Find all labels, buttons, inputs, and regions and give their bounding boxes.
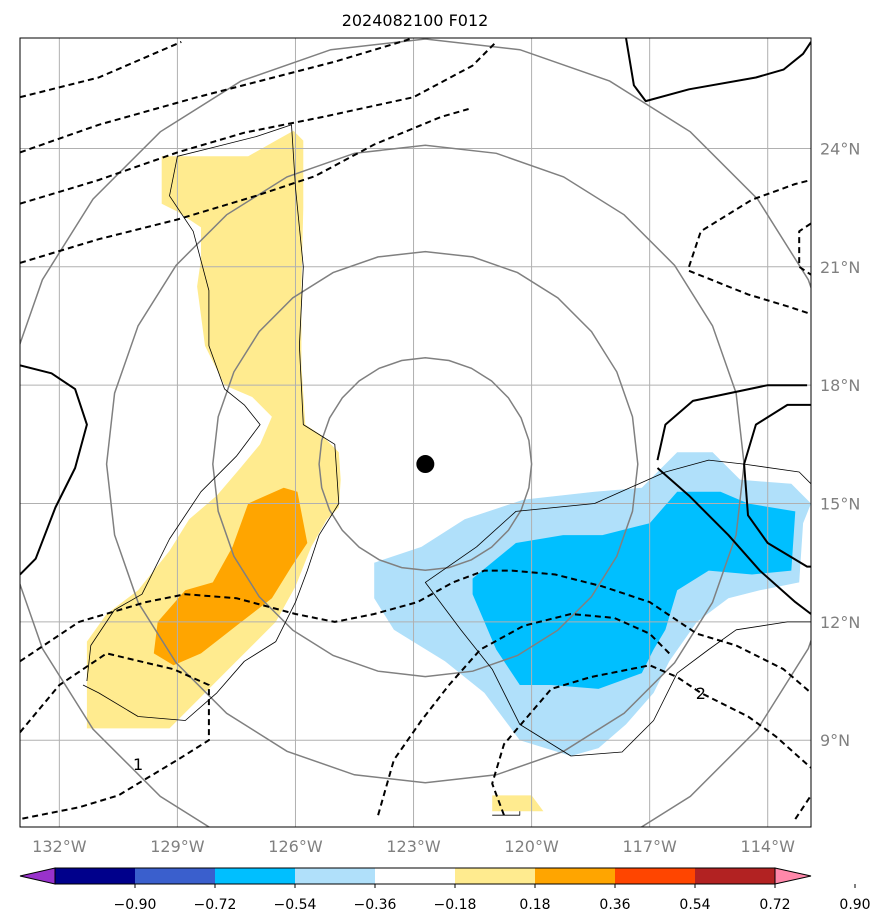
x-tick-label-3: 123°W: [386, 837, 441, 856]
colorbar-tick-label-0: −0.90: [114, 897, 157, 913]
colorbar-frame: [54, 867, 776, 885]
chart-title: 2024082100 F012: [342, 11, 489, 30]
contour-line-16: [743, 403, 811, 568]
colorbar-tick-label-7: 0.54: [679, 897, 710, 913]
x-tick-label-2: 126°W: [268, 837, 323, 856]
colorbar-segment-2: [215, 868, 296, 884]
colorbar-segment-1: [135, 868, 216, 884]
filled-region-4: [472, 491, 796, 689]
y-tick-label-1: 12°N: [820, 613, 860, 632]
x-tick-label-6: 114°W: [741, 837, 796, 856]
contour-line-17: [82, 124, 340, 721]
contour-line-14: [656, 384, 808, 461]
filled-contours: [86, 130, 811, 812]
colorbar-tick-label-9: 0.90: [839, 897, 870, 913]
y-axis: 9°N 12°N 15°N 18°N 21°N 24°N: [820, 139, 860, 750]
contour-line-2: [20, 41, 497, 205]
contour-line-0: [20, 40, 182, 99]
colorbar-tick-label-3: −0.36: [354, 897, 397, 913]
range-rings: [20, 38, 811, 827]
range-ring-2: [105, 144, 745, 784]
colorbar-segment-4: [375, 868, 456, 884]
colorbar-extend-high: [774, 867, 812, 885]
center-marker: [416, 455, 435, 474]
contour-line-11: [794, 794, 811, 820]
contour-line-3: [20, 108, 469, 264]
colorbar-tick-label-4: −0.18: [434, 897, 477, 913]
contour-line-12: [625, 38, 811, 103]
colorbar-segment-6: [535, 868, 616, 884]
contour-line-21: [424, 546, 811, 757]
contour-line-4: [688, 179, 811, 268]
y-tick-label-0: 9°N: [820, 731, 850, 750]
contour-line-18: [86, 156, 261, 682]
contour-line-9: [377, 613, 671, 816]
colorbar-segment-8: [695, 868, 776, 884]
contour-line-1: [20, 38, 414, 154]
contour-line-5: [688, 269, 811, 316]
y-tick-label-3: 18°N: [820, 376, 860, 395]
x-tick-label-4: 120°W: [504, 837, 559, 856]
x-tick-label-5: 117°W: [622, 837, 677, 856]
colorbar-tick-label-2: −0.54: [274, 897, 317, 913]
contour-line-20: [476, 459, 811, 548]
x-axis: 132°W 129°W 126°W 123°W 120°W 117°W 114°W: [32, 837, 795, 856]
contour-line-10: [491, 664, 811, 816]
contour-label-0: 1: [133, 755, 143, 774]
contour-line-15: [656, 467, 811, 615]
contour-line-7: [20, 652, 210, 821]
y-tick-label-2: 15°N: [820, 495, 860, 514]
contour-line-19: [492, 811, 521, 816]
y-tick-label-5: 24°N: [820, 139, 860, 158]
x-tick-label-1: 129°W: [150, 837, 205, 856]
colorbar-segment-0: [55, 868, 136, 884]
filled-region-1: [153, 487, 308, 666]
map-frame: [19, 37, 812, 828]
storm-center-marker: [416, 455, 435, 474]
contour-line-13: [20, 364, 88, 576]
map-area: 12: [20, 38, 811, 827]
colorbar-tick-label-8: 0.72: [759, 897, 790, 913]
colorbar-segment-7: [615, 868, 696, 884]
colorbar-tick-label-5: 0.18: [519, 897, 550, 913]
contour-line-6: [798, 222, 811, 276]
contour-lines: [20, 38, 811, 821]
gridlines: [20, 38, 811, 827]
colorbar-extend-low: [19, 867, 56, 885]
y-tick-label-4: 21°N: [820, 258, 860, 277]
range-ring-3: [20, 38, 811, 827]
contour-labels: 12: [133, 684, 706, 774]
colorbar-tick-label-1: −0.72: [194, 897, 237, 913]
x-tick-label-0: 132°W: [32, 837, 87, 856]
colorbar-segment-3: [295, 868, 376, 884]
contour-label-1: 2: [696, 684, 706, 703]
colorbar: −0.90 −0.72 −0.54 −0.36 −0.18 0.18 0.36 0.54 0.7…: [19, 867, 871, 913]
filled-region-2: [492, 795, 544, 812]
colorbar-tick-label-6: 0.36: [599, 897, 630, 913]
range-ring-1: [212, 250, 639, 678]
colorbar-segment-5: [455, 868, 536, 884]
contour-line-8: [20, 569, 811, 694]
range-ring-0: [318, 357, 533, 572]
